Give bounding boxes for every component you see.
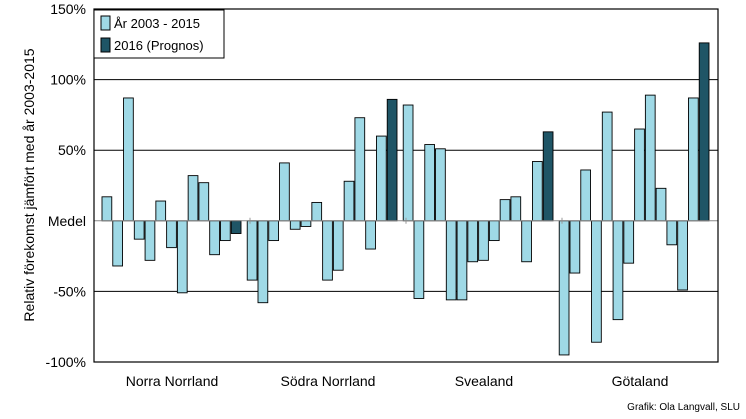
bar-history bbox=[343, 180, 355, 222]
bar-forecast bbox=[230, 220, 242, 234]
bar-history bbox=[300, 220, 312, 227]
bar-history bbox=[209, 220, 220, 256]
y-tick-label: -50% bbox=[53, 283, 86, 299]
y-tick-label: 100% bbox=[50, 72, 86, 88]
bar-history bbox=[612, 220, 624, 321]
legend-swatch-history bbox=[100, 15, 111, 31]
bar-history bbox=[322, 220, 333, 281]
bar-history bbox=[688, 97, 699, 222]
plot-border bbox=[93, 8, 719, 363]
bar-history bbox=[467, 220, 479, 263]
bar-history bbox=[279, 162, 290, 222]
legend-label-history: År 2003 - 2015 bbox=[114, 16, 200, 31]
bar-history bbox=[176, 220, 188, 294]
bars bbox=[101, 42, 710, 356]
category-label: Södra Norrland bbox=[281, 373, 376, 389]
bar-history bbox=[123, 97, 134, 222]
bar-forecast bbox=[542, 131, 554, 222]
bar-history bbox=[376, 135, 387, 222]
bar-history bbox=[634, 128, 645, 222]
bar-history bbox=[133, 220, 145, 240]
bar-history bbox=[220, 220, 231, 242]
y-tick-label: -100% bbox=[46, 354, 86, 370]
bar-history bbox=[187, 175, 199, 222]
bar-history bbox=[311, 201, 323, 222]
bar-history bbox=[655, 187, 667, 222]
bar-history bbox=[144, 220, 156, 261]
y-axis-label: Relativ förekomst jämfört med år 2003-20… bbox=[21, 48, 37, 321]
y-tick-label: 150% bbox=[50, 1, 86, 17]
credit-text: Grafik: Ola Langvall, SLU bbox=[627, 402, 740, 413]
bar-history bbox=[424, 144, 435, 222]
y-tick-label: Medel bbox=[48, 213, 86, 229]
legend-box bbox=[93, 9, 225, 59]
category-label: Götaland bbox=[612, 373, 669, 389]
bar-history bbox=[569, 220, 581, 274]
bar-history bbox=[580, 169, 591, 222]
bar-history bbox=[289, 220, 301, 230]
legend: År 2003 - 2015 2016 (Prognos) bbox=[93, 9, 225, 59]
bar-history bbox=[677, 220, 688, 291]
plot-frame bbox=[93, 8, 719, 363]
bar-history bbox=[101, 196, 113, 222]
bar-history bbox=[623, 220, 635, 264]
bar-forecast bbox=[698, 42, 710, 222]
category-label: Norra Norrland bbox=[126, 373, 219, 389]
bar-history bbox=[666, 220, 678, 246]
bar-history bbox=[246, 220, 258, 281]
legend-swatch-forecast bbox=[100, 37, 111, 53]
bar-history bbox=[257, 220, 269, 304]
bar-history bbox=[198, 182, 210, 222]
bar-history bbox=[510, 196, 522, 222]
bar-history bbox=[268, 220, 279, 242]
bar-history bbox=[601, 111, 613, 222]
bar-forecast bbox=[386, 98, 398, 222]
bar-history bbox=[644, 94, 656, 222]
bar-history bbox=[166, 220, 177, 249]
bar-history bbox=[435, 148, 446, 222]
bar-history bbox=[456, 220, 468, 301]
y-tick-label: 50% bbox=[58, 142, 86, 158]
category-label: Svealand bbox=[455, 373, 513, 389]
y-axis-ticks: 150% 100% 50% Medel -50% -100% bbox=[46, 1, 86, 370]
bar-history bbox=[521, 220, 532, 263]
bar-history bbox=[499, 199, 511, 222]
bar-history bbox=[478, 220, 489, 261]
category-labels: Norra Norrland Södra Norrland Svealand Göta… bbox=[126, 373, 669, 389]
legend-label-forecast: 2016 (Prognos) bbox=[114, 38, 204, 53]
bar-history bbox=[112, 220, 123, 267]
bar-history bbox=[591, 220, 602, 343]
bar-history bbox=[354, 117, 366, 222]
bar-history bbox=[413, 220, 425, 299]
bar-history bbox=[558, 220, 570, 356]
bar-history bbox=[402, 104, 414, 222]
bar-history bbox=[365, 220, 376, 250]
bar-history bbox=[155, 200, 167, 222]
bar-history bbox=[332, 220, 344, 271]
bar-history bbox=[445, 220, 457, 301]
bar-history bbox=[532, 161, 543, 222]
bar-history bbox=[488, 220, 500, 242]
